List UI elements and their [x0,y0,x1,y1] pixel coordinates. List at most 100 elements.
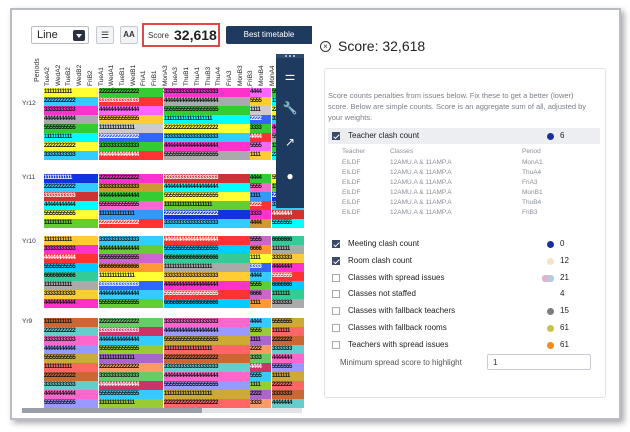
period-header[interactable]: TueB1 [118,67,126,86]
view-mode-select[interactable]: Line [31,26,89,44]
timetable-cell[interactable]: 1111 [250,106,272,115]
timetable-cell[interactable]: 1111111 [272,372,305,381]
period-header[interactable]: ThuB3 [204,66,212,86]
timetable-cell[interactable]: 3333 [250,124,272,133]
timetable-cell[interactable]: 2222 [250,345,272,354]
sliders-icon[interactable]: ⚌ [284,69,296,83]
timetable-cell[interactable]: 6666 [250,290,272,299]
period-header[interactable]: ThuB1 [183,66,191,86]
timetable-cell[interactable]: 3333333 [272,345,305,354]
issue-row[interactable]: Classes with fallback rooms 61 [328,320,600,336]
timetable-cell[interactable]: 55555555555555 [99,345,164,354]
timetable-cell[interactable]: 3333 [250,354,272,363]
period-header[interactable]: TueA1 [97,67,105,86]
period-header[interactable]: FriA1 [140,70,148,86]
timetable-cell[interactable]: 44444444444 [44,201,98,210]
chart-icon[interactable]: ↗ [284,135,296,149]
timetable-cell[interactable]: 5555 [250,183,272,192]
timetable-cell[interactable]: 55555555555 [44,354,98,363]
issue-checkbox[interactable] [332,307,340,316]
drag-handle[interactable] [276,54,304,60]
timetable-cell[interactable]: 55555555555 [44,263,98,272]
timetable-cell[interactable]: 2222222222222222222 [164,354,250,363]
timetable-cell[interactable]: 4444444444444444444 [164,372,250,381]
timetable-cell[interactable]: 3333333333333333333 [164,219,250,228]
timetable-cell[interactable]: 3333333 [272,390,305,399]
timetable-cell[interactable]: 55555555555555 [99,390,164,399]
timetable-cell[interactable]: 33333333333333 [99,281,164,290]
timetable-cell[interactable]: 3333333333333333333 [164,363,250,372]
person-icon[interactable]: ● [286,169,294,183]
timetable-cell[interactable]: 55555555555555 [99,115,164,124]
timetable-cell[interactable]: 5555555555555555555 [164,151,250,160]
timetable-cell[interactable]: 4444444444444444444 [164,97,250,106]
timetable-cell[interactable]: 5555 [250,281,272,290]
font-size-button[interactable]: AA [120,26,138,44]
timetable-cell[interactable]: 3333333333333333333 [164,272,250,281]
timetable-cell[interactable]: 55555555555 [44,124,98,133]
timetable-cell[interactable]: 33333333333 [44,381,98,390]
timetable-cell[interactable]: 2222 [250,115,272,124]
issue-checkbox[interactable] [332,340,340,349]
timetable-cell[interactable]: 5555555555555555555 [164,106,250,115]
timetable-cell[interactable]: 22222222222222 [99,363,164,372]
timetable-cell[interactable]: 55555555555555 [99,299,164,308]
timetable-cell[interactable]: 44444444444444 [99,192,164,201]
timetable-cell[interactable]: 55555555555 [44,399,98,408]
timetable-cell[interactable]: 11111111111111 [99,354,164,363]
issue-checkbox[interactable] [332,256,340,265]
timetable-cell[interactable]: 22222222222222 [99,88,164,97]
timetable-cell[interactable]: 5555555555555555555 [164,192,250,201]
timetable-cell[interactable]: 22222222222222 [99,219,164,228]
timetable-cell[interactable]: 5555555 [272,219,305,228]
timetable-cell[interactable]: 1111111111111111111 [164,263,250,272]
timetable-cell[interactable]: 1111 [250,336,272,345]
timetable-cell[interactable]: 4444444 [272,354,305,363]
timetable-cell[interactable]: 4444444444444444444 [164,142,250,151]
timetable-cell[interactable]: 3333 [250,210,272,219]
issue-checkbox[interactable] [332,324,340,332]
timetable-cell[interactable]: 2222 [250,201,272,210]
timetable-cell[interactable]: 4444 [250,272,272,281]
timetable-cell[interactable]: 11111111111111 [99,124,164,133]
timetable-cell[interactable]: 22222222222222 [99,318,164,327]
timetable-cell[interactable]: 22222222222222 [99,133,164,142]
timetable-cell[interactable]: 3333333 [272,254,305,263]
timetable-cell[interactable]: 11111111111 [44,363,98,372]
timetable-cell[interactable]: 44444444444444 [99,381,164,390]
timetable-cell[interactable]: 2222222222222222222 [164,399,250,408]
timetable-cell[interactable]: 3333333333333333333 [164,133,250,142]
timetable-cell[interactable]: 4444 [250,133,272,142]
timetable-cell[interactable]: 4444444444444444444 [164,183,250,192]
timetable-cell[interactable]: 33333333333 [44,245,98,254]
timetable-cell[interactable]: 4444444 [272,399,305,408]
timetable-cell[interactable]: 22222222222 [44,327,98,336]
timetable-cell[interactable]: 5555555555555555555 [164,245,250,254]
timetable-cell[interactable]: 66666666666 [44,272,98,281]
timetable-cell[interactable]: 2222222222222222222 [164,124,250,133]
horizontal-scrollbar[interactable] [22,408,302,413]
timetable-cell[interactable]: 6666666666666666666 [164,299,250,308]
timetable-cell[interactable]: 33333333333 [44,290,98,299]
timetable-cell[interactable]: 11111111111111 [99,399,164,408]
timetable-cell[interactable]: 1111111 [272,327,305,336]
period-header[interactable]: MonA4 [268,65,276,86]
timetable-cell[interactable]: 5555 [250,327,272,336]
period-header[interactable]: TueA3 [172,67,180,86]
period-header[interactable]: FriB1 [151,70,158,86]
timetable-cell[interactable]: 4444 [250,174,272,183]
timetable-cell[interactable]: 33333333333333 [99,142,164,151]
timetable-cell[interactable]: 4444 [250,318,272,327]
timetable-cell[interactable]: 33333333333333 [99,97,164,106]
period-header[interactable]: MonB4 [258,65,265,86]
issue-row[interactable]: Classes with fallback teachers 15 [328,303,600,319]
period-header[interactable]: WedA2 [54,64,62,86]
timetable-cell[interactable]: 22222222222 [44,142,98,151]
timetable-cell[interactable]: 5555 [250,372,272,381]
timetable-cell[interactable]: 2222222 [272,336,305,345]
timetable-cell[interactable]: 11111111111 [44,318,98,327]
timetable-cell[interactable]: 33333333333333 [99,236,164,245]
timetable-cell[interactable]: 33333333333 [44,192,98,201]
timetable-cell[interactable]: 11111111111111 [99,210,164,219]
timetable-cell[interactable]: 44444444444444 [99,151,164,160]
